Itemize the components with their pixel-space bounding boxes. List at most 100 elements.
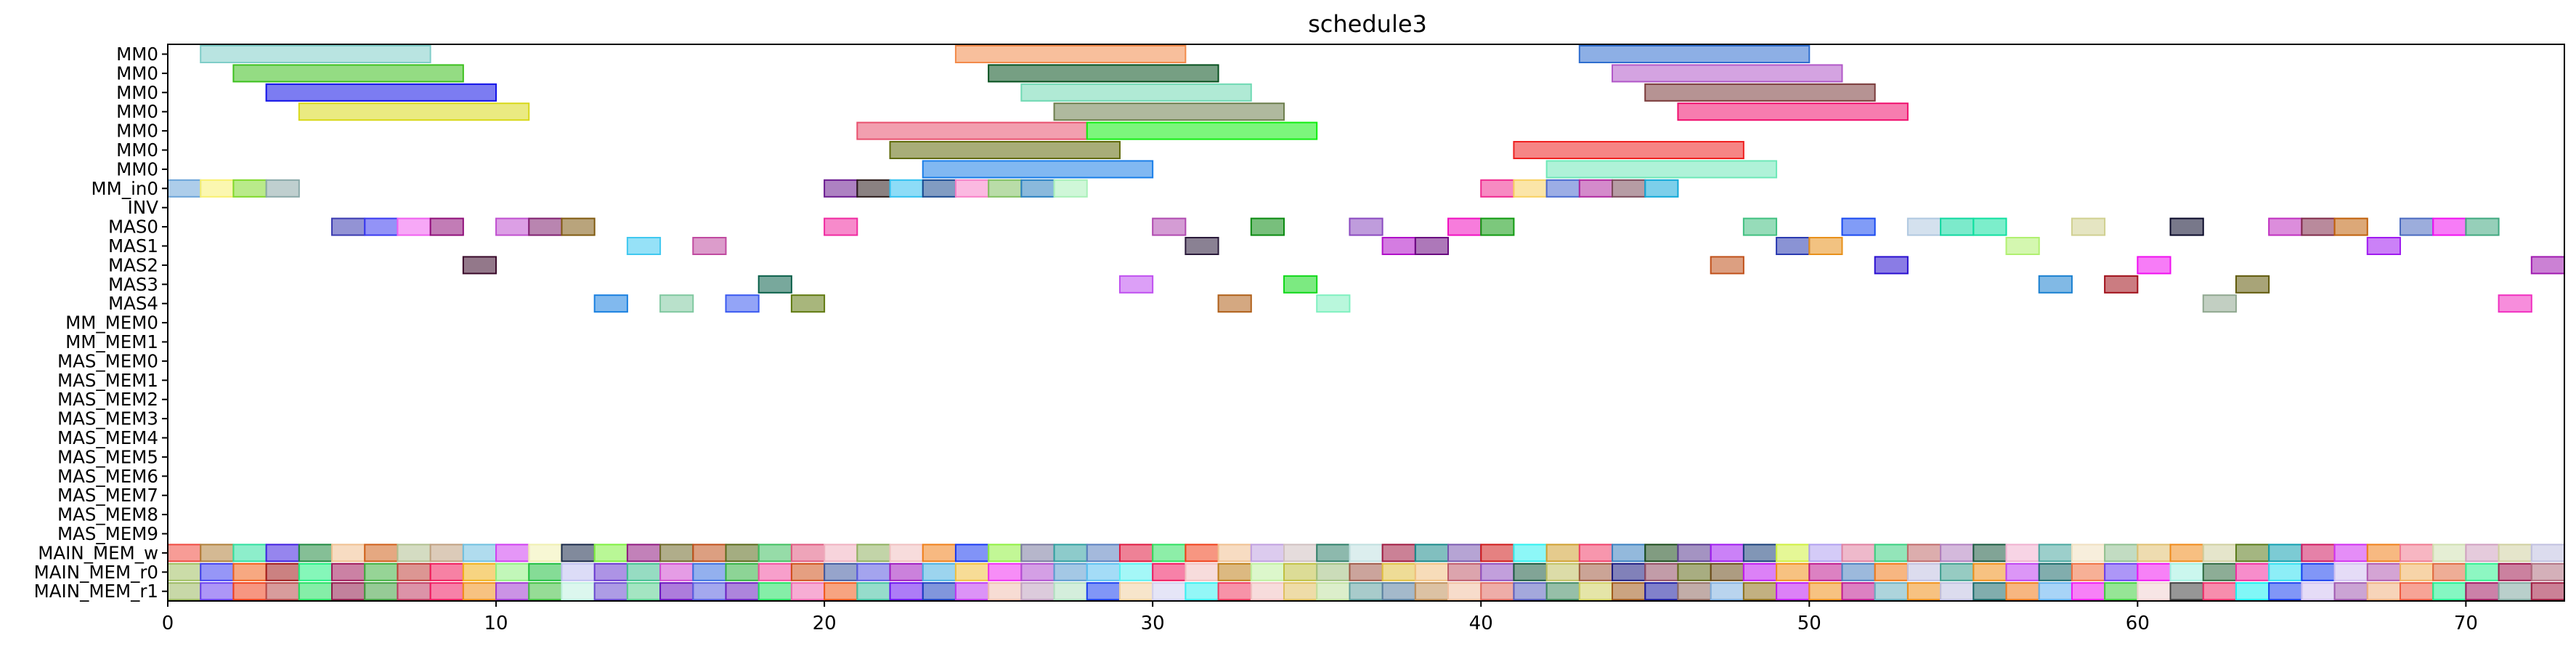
bar-mas3-63-64: [2235, 275, 2270, 294]
bar-main-mem-r0-17: [725, 562, 760, 581]
bar-mm-in0-1-2: [200, 179, 235, 198]
bar-mas1-37-38: [1381, 237, 1416, 255]
bar-main-mem-r0-22: [889, 562, 924, 581]
x-tick-label: 60: [2126, 613, 2150, 634]
bar-main-mem-w-32: [1217, 544, 1252, 562]
bar-main-mem-r0-10: [495, 562, 530, 581]
bar-main-mem-w-66: [2333, 544, 2368, 562]
bar-mm0-3-10: [265, 83, 497, 102]
bar-main-mem-r0-55: [1972, 562, 2007, 581]
bar-mm-in0-20-21: [824, 179, 858, 198]
bar-mm-in0-2-3: [232, 179, 267, 198]
chart-title: schedule3: [1308, 10, 1427, 38]
bar-main-mem-r0-35: [1316, 562, 1351, 581]
bar-main-mem-r1-32: [1217, 582, 1252, 601]
bar-main-mem-r1-47: [1710, 582, 1744, 601]
bar-mas4-17-18: [725, 294, 760, 313]
bar-main-mem-r0-15: [659, 562, 694, 581]
bar-main-mem-r0-57: [2038, 562, 2073, 581]
bar-main-mem-r0-32: [1217, 562, 1252, 581]
bar-mas0-69-70: [2432, 217, 2467, 236]
bar-main-mem-r1-43: [1578, 582, 1614, 601]
bar-main-mem-w-61: [2169, 544, 2204, 562]
bar-main-mem-r1-17: [725, 582, 760, 601]
bar-main-mem-r0-45: [1644, 562, 1679, 581]
bar-mas2-60-61: [2137, 256, 2171, 275]
bar-main-mem-r0-27: [1053, 562, 1088, 581]
bar-main-mem-r1-48: [1742, 582, 1778, 601]
bar-main-mem-w-18: [757, 544, 792, 562]
bar-main-mem-r1-30: [1152, 582, 1187, 601]
bar-main-mem-r1-36: [1349, 582, 1384, 601]
bar-mm-in0-43-44: [1578, 179, 1614, 198]
bar-main-mem-w-4: [298, 544, 333, 562]
bar-main-mem-r0-20: [824, 562, 858, 581]
bar-mm0-27-34: [1053, 102, 1285, 121]
bar-main-mem-w-39: [1447, 544, 1482, 562]
bar-main-mem-r0-48: [1742, 562, 1778, 581]
bar-main-mem-r1-55: [1972, 582, 2007, 601]
bar-main-mem-r1-34: [1283, 582, 1318, 601]
bar-mm0-4-11: [298, 102, 530, 121]
bar-main-mem-r0-19: [790, 562, 826, 581]
bar-main-mem-w-10: [495, 544, 530, 562]
y-tick-label: MM0: [116, 82, 158, 103]
bar-main-mem-r1-6: [364, 582, 399, 601]
bar-mas0-55-56: [1972, 217, 2007, 236]
bar-main-mem-r1-51: [1841, 582, 1876, 601]
bar-main-mem-r1-46: [1677, 582, 1712, 601]
bar-main-mem-r1-38: [1414, 582, 1450, 601]
bar-main-mem-w-28: [1086, 544, 1121, 562]
bar-mas4-62-63: [2202, 294, 2237, 313]
bar-main-mem-r1-29: [1118, 582, 1154, 601]
bar-main-mem-w-22: [889, 544, 924, 562]
bar-mm-in0-24-25: [954, 179, 990, 198]
bar-main-mem-r0-14: [626, 562, 662, 581]
bar-main-mem-r0-70: [2465, 562, 2500, 581]
bar-mas4-13-14: [593, 294, 628, 313]
bar-main-mem-r0-64: [2268, 562, 2303, 581]
y-tick-label: MM0: [116, 44, 158, 65]
bar-main-mem-r1-7: [397, 582, 431, 601]
bar-main-mem-r1-3: [265, 582, 300, 601]
bar-main-mem-r0-62: [2202, 562, 2237, 581]
x-tick-label: 50: [1797, 613, 1821, 634]
bar-main-mem-r1-60: [2137, 582, 2171, 601]
bar-main-mem-w-1: [200, 544, 235, 562]
bar-main-mem-r1-5: [331, 582, 366, 601]
y-tick-label: MAS2: [108, 254, 158, 275]
bar-mas4-32-33: [1217, 294, 1252, 313]
x-tick-label: 70: [2454, 613, 2478, 634]
bar-main-mem-r0-12: [561, 562, 596, 581]
y-tick-label: MAS3: [108, 274, 158, 295]
bar-main-mem-r1-35: [1316, 582, 1351, 601]
bar-main-mem-w-63: [2235, 544, 2270, 562]
bar-main-mem-r0-37: [1381, 562, 1416, 581]
bar-main-mem-w-30: [1152, 544, 1187, 562]
bar-mas0-58-59: [2071, 217, 2106, 236]
bar-main-mem-r0-31: [1185, 562, 1219, 581]
bar-main-mem-r1-65: [2301, 582, 2336, 601]
x-tick-label: 20: [813, 613, 837, 634]
bar-mm-in0-21-22: [856, 179, 891, 198]
bar-main-mem-r0-2: [232, 562, 267, 581]
bar-mas0-5-6: [331, 217, 366, 236]
bar-main-mem-r0-8: [429, 562, 464, 581]
bar-main-mem-r1-11: [528, 582, 563, 601]
bar-main-mem-r1-61: [2169, 582, 2204, 601]
bar-main-mem-r1-0: [167, 582, 202, 601]
y-tick-label: MAIN_MEM_w: [38, 542, 158, 563]
bar-main-mem-w-70: [2465, 544, 2500, 562]
bar-main-mem-r0-7: [397, 562, 431, 581]
bar-main-mem-r1-4: [298, 582, 333, 601]
bar-main-mem-r1-18: [757, 582, 792, 601]
bar-main-mem-w-44: [1612, 544, 1646, 562]
bar-main-mem-r1-50: [1808, 582, 1843, 601]
bar-main-mem-r1-66: [2333, 582, 2368, 601]
bar-main-mem-r1-9: [462, 582, 497, 601]
bar-mas1-50-51: [1808, 237, 1843, 255]
bar-main-mem-w-38: [1414, 544, 1450, 562]
bar-main-mem-w-54: [1940, 544, 1975, 562]
bar-mm0-44-51: [1612, 64, 1843, 83]
bar-mm-in0-45-46: [1644, 179, 1679, 198]
